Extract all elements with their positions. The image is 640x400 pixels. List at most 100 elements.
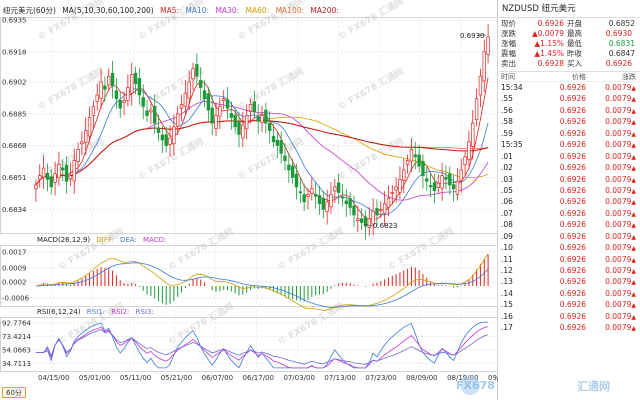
tick-change: 0.0079▲ (605, 220, 636, 230)
x-tick-label: 05/21/00 (161, 374, 192, 382)
candle-body (294, 173, 299, 188)
tick-list[interactable]: 15:34 0.6926 0.0079▲ .55 0.6926 0.0079▲ .56 0.6… (499, 82, 640, 334)
chart-svg[interactable]: © FX678 汇通网 © FX678 汇通网 © FX678 汇通网 © FX678… (0, 0, 498, 400)
candle-body (41, 167, 46, 178)
up-arrow-icon: ▲ (631, 130, 636, 138)
tick-time: .10 (501, 243, 513, 253)
watermark-text: © FX678 汇通网 (236, 65, 306, 112)
up-arrow-icon: ▲ (631, 142, 636, 150)
tick-time: .59 (501, 128, 513, 138)
tick-price: 0.6926 (559, 277, 586, 287)
candle-body (451, 184, 456, 190)
candle-body (344, 200, 348, 205)
candle-body (110, 72, 115, 86)
rsi-tick-label: 73.4214 (2, 333, 31, 341)
candle-body (156, 127, 161, 133)
candle-body (256, 116, 260, 122)
up-arrow-icon: ▲ (631, 85, 636, 92)
tick-row: .13 0.6926 0.0079▲ (499, 276, 640, 287)
candle-body (103, 85, 107, 90)
up-arrow-icon: ▲ (631, 119, 636, 127)
candle-body (306, 194, 310, 197)
candle-body (405, 160, 410, 165)
ma200-label: MA200: (310, 6, 338, 15)
candle-body (229, 113, 234, 118)
up-arrow-icon: ▲ (631, 256, 636, 264)
candle-body (198, 80, 203, 88)
candle-body (409, 149, 414, 162)
up-arrow-icon: ▲ (631, 290, 636, 298)
chart-area[interactable]: © FX678 汇通网 © FX678 汇通网 © FX678 汇通网 © FX678… (0, 0, 498, 400)
x-tick-label: 06/07/00 (202, 374, 233, 382)
candle-body (421, 160, 425, 176)
high-marker-label: 0.6930 (460, 32, 485, 40)
candle-body (99, 81, 103, 99)
ma30-label: MA30: (215, 6, 239, 15)
candle-body (428, 185, 433, 188)
candle-body (252, 101, 257, 113)
tick-price: 0.6926 (559, 311, 586, 321)
instrument-title: 纽元美元(60分) (3, 5, 56, 15)
tick-time: .17 (501, 323, 513, 333)
tick-time: .15 (501, 300, 513, 310)
candle-body (221, 98, 226, 101)
candle-body (214, 115, 218, 129)
rsi3-label: RSI3: (136, 308, 154, 316)
rsi2-label: RSI2: (111, 308, 129, 316)
tick-header-price: 价格 (572, 73, 586, 81)
candle-body (379, 209, 383, 211)
timeframe-tab[interactable]: 60分 (2, 387, 26, 398)
candle-body (57, 164, 61, 179)
candle-body (336, 182, 341, 193)
tick-row: 15:35 0.6926 0.0079▲ (499, 139, 640, 150)
quote-sidebar: NZDUSD 纽元美元 现价 0.6926 开盘 0.6852 涨跌 ▲0.0079 最高 0… (499, 0, 640, 400)
quote-summary: 现价 0.6926 开盘 0.6852 涨跌 ▲0.0079 最高 0.6930 涨幅 ▲1.15… (499, 18, 640, 72)
macd-plot (35, 253, 489, 311)
quote-label: 现价 (501, 19, 516, 28)
tick-time: .01 (501, 151, 513, 161)
tick-header-time: 时间 (501, 73, 515, 81)
quote-value: ▲1.45% (534, 49, 564, 58)
candle-body (486, 36, 490, 55)
tick-change: 0.0079▲ (605, 174, 636, 184)
tick-change: 0.0079▲ (605, 323, 636, 333)
up-arrow-icon: ▲ (631, 107, 636, 115)
candle-body (467, 141, 471, 160)
tick-row: .08 0.6926 0.0079▲ (499, 219, 640, 230)
tick-price: 0.6926 (559, 185, 586, 195)
candle-body (195, 64, 199, 77)
tick-time: .14 (501, 288, 513, 298)
candle-body (87, 117, 92, 137)
tick-price: 0.6926 (559, 163, 586, 173)
watermark-text: © FX678 汇通网 (36, 65, 106, 112)
candle-body (202, 90, 207, 100)
quote-label: 最低 (567, 39, 582, 48)
candle-body (179, 104, 184, 109)
tick-row: .09 0.6926 0.0079▲ (499, 231, 640, 242)
macd-header: MACD(26,12,9) DIFF: DEA: MACD: (37, 236, 166, 244)
tick-change: 0.0079▲ (605, 83, 636, 92)
macd-tick-label: -0.0006 (2, 295, 30, 303)
candle-body (80, 141, 84, 145)
candle-body (455, 180, 460, 195)
low-marker-line (363, 223, 373, 227)
tick-price: 0.6926 (559, 266, 586, 275)
tick-row: .14 0.6926 0.0079▲ (499, 288, 640, 299)
tick-row: 15:34 0.6926 0.0079▲ (499, 82, 640, 93)
y-tick-label: 0.6834 (2, 206, 27, 214)
tick-change: 0.0079▲ (605, 266, 636, 275)
candle-body (133, 72, 138, 85)
tick-time: 15:34 (501, 83, 523, 92)
quote-label: 卖出 (501, 59, 516, 68)
candle-body (241, 124, 245, 139)
up-arrow-icon: ▲ (631, 313, 636, 321)
y-tick-label: 0.6902 (2, 78, 27, 86)
candle-body (287, 164, 291, 171)
quote-label: 昨收 (567, 49, 582, 58)
candle-body (118, 100, 122, 109)
tick-header-change: 涨跌 (622, 73, 636, 81)
candle-body (114, 90, 119, 100)
candle-body (329, 194, 333, 208)
candle-body (440, 175, 444, 189)
